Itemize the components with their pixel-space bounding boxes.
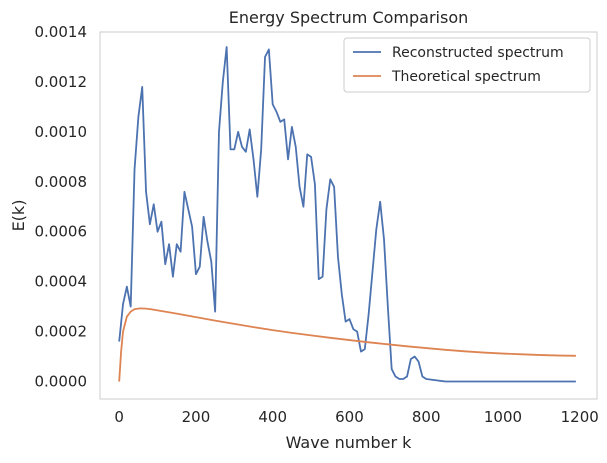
y-tick-label: 0.0010 xyxy=(35,123,88,141)
x-tick-label: 800 xyxy=(412,408,441,426)
y-tick-label: 0.0006 xyxy=(35,223,88,241)
y-tick-label: 0.0004 xyxy=(35,273,88,291)
x-tick-label: 1000 xyxy=(484,408,522,426)
legend-box xyxy=(343,37,591,93)
y-axis-title: E(k) xyxy=(9,200,28,232)
series-layer xyxy=(118,46,576,383)
y-tick-label: 0.0002 xyxy=(35,323,88,341)
y-tick-label: 0.0000 xyxy=(35,373,88,391)
series-line-theoretical xyxy=(118,307,576,382)
chart-title: Energy Spectrum Comparison xyxy=(229,8,469,27)
x-tick-label: 400 xyxy=(258,408,287,426)
y-tick-label: 0.0012 xyxy=(35,73,88,91)
legend-label: Reconstructed spectrum xyxy=(392,45,564,61)
x-tick-label: 0 xyxy=(114,408,124,426)
x-axis-title: Wave number k xyxy=(286,433,413,452)
x-tick-label: 1200 xyxy=(561,408,599,426)
x-tick-label: 600 xyxy=(335,408,364,426)
y-tick-label: 0.0008 xyxy=(35,173,88,191)
legend-label: Theoretical spectrum xyxy=(391,69,541,85)
series-line-reconstructed xyxy=(118,46,576,383)
x-tick-label: 200 xyxy=(182,408,211,426)
x-axis: 0 200 400 600 800 1000 1200 xyxy=(114,408,598,426)
plot-area-frame xyxy=(99,31,598,400)
y-tick-label: 0.0014 xyxy=(35,23,88,41)
legend: Reconstructed spectrum Theoretical spectr… xyxy=(343,37,591,93)
y-axis: 0.0000 0.0002 0.0004 0.0006 0.0008 0.0010 0.00… xyxy=(35,23,88,391)
